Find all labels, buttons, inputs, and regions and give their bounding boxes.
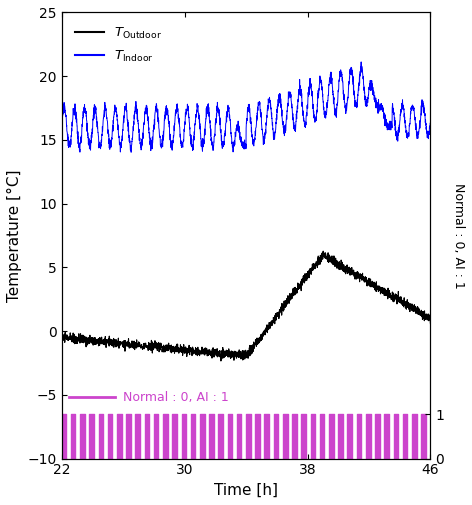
Text: Normal : 0, AI : 1: Normal : 0, AI : 1 xyxy=(123,391,229,404)
Y-axis label: Temperature [°C]: Temperature [°C] xyxy=(7,169,22,302)
Legend: $T_{\mathrm{Outdoor}}$, $T_{\mathrm{Indoor}}$: $T_{\mathrm{Outdoor}}$, $T_{\mathrm{Indo… xyxy=(68,19,169,70)
X-axis label: Time [h]: Time [h] xyxy=(214,483,278,498)
Y-axis label: Normal : 0, AI : 1: Normal : 0, AI : 1 xyxy=(452,183,465,288)
